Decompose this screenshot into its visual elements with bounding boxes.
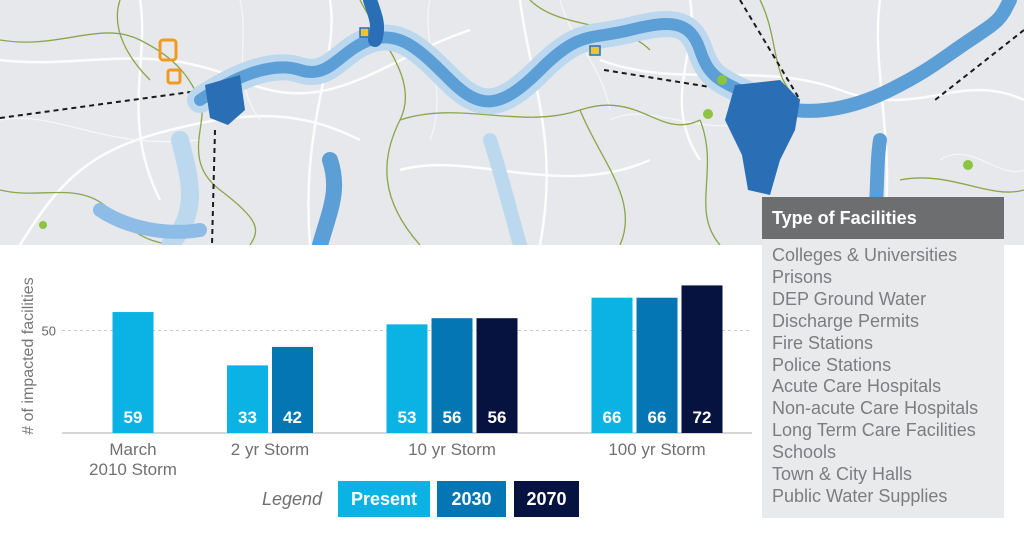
bar-value-label: 56 — [443, 408, 462, 427]
bar-chart: 50 # of impacted facilities 59 33 42 53 56 56… — [20, 277, 752, 479]
facility-type-item: Fire Stations — [772, 332, 874, 353]
x-tick-label: 100 yr Storm — [608, 440, 705, 459]
facility-marker — [39, 221, 47, 229]
y-tick-label: 50 — [42, 324, 56, 339]
bars: 59 33 42 53 56 56 66 66 72 — [112, 285, 723, 433]
legend-label: Legend — [262, 489, 323, 509]
facility-type-item: Colleges & Universities — [772, 245, 958, 265]
x-tick-label: 2 yr Storm — [231, 440, 309, 459]
facility-marker — [717, 75, 727, 85]
facility-marker — [359, 27, 370, 38]
bar-value-label: 42 — [283, 408, 302, 427]
bar-value-label: 66 — [603, 408, 622, 427]
bar-present — [386, 324, 428, 433]
bar-2070 — [681, 285, 723, 433]
bar-value-label: 56 — [488, 408, 507, 427]
bar-value-label: 72 — [693, 408, 712, 427]
x-tick-label: March — [109, 440, 156, 459]
bar-2030 — [272, 346, 313, 433]
x-tick-label: 10 yr Storm — [408, 440, 496, 459]
flood-zone-west — [205, 75, 245, 125]
bar-2030 — [636, 297, 678, 433]
bar-value-label: 66 — [648, 408, 667, 427]
y-axis-label: # of impacted facilities — [20, 277, 37, 434]
bar-value-label: 59 — [124, 408, 143, 427]
facility-types-title: Type of Facilities — [762, 197, 1004, 239]
facility-type-item: Town & City Halls — [772, 464, 913, 485]
legend-2030: 2030 — [437, 481, 506, 517]
facility-markers — [39, 27, 973, 229]
facility-marker — [703, 109, 713, 119]
bar-present — [112, 312, 154, 433]
bar-present — [591, 297, 633, 433]
legend-2070: 2070 — [514, 481, 579, 517]
bar-value-label: 33 — [238, 408, 257, 427]
facility-type-item: DEP Ground Water — [772, 288, 927, 309]
facility-types-list: Colleges & Universities Prisons DEP Grou… — [762, 239, 1004, 508]
x-tick-label: 2010 Storm — [89, 460, 177, 479]
map-county-lines — [0, 0, 1024, 245]
facility-type-item: Discharge Permits — [772, 310, 920, 331]
facility-type-item: Acute Care Hospitals — [772, 376, 942, 397]
bar-present — [227, 365, 268, 433]
bar-2030 — [431, 318, 473, 433]
facility-type-item: Non-acute Care Hospitals — [772, 398, 979, 419]
facility-marker — [166, 68, 182, 85]
facility-marker — [158, 38, 178, 62]
facility-type-item: Public Water Supplies — [772, 485, 948, 506]
bar-value-label: 53 — [398, 408, 417, 427]
flood-zone-lake — [725, 80, 800, 195]
facility-type-item: Prisons — [772, 266, 833, 287]
facility-type-item: Police Stations — [772, 354, 892, 375]
legend-present: Present — [338, 481, 430, 517]
bar-2070 — [476, 318, 518, 433]
facility-type-item: Schools — [772, 442, 837, 463]
facility-type-item: Long Term Care Facilities — [772, 420, 976, 441]
facility-marker — [589, 45, 601, 56]
facility-marker — [963, 160, 973, 170]
facility-types-panel: Type of Facilities Colleges & Universiti… — [762, 197, 1004, 518]
